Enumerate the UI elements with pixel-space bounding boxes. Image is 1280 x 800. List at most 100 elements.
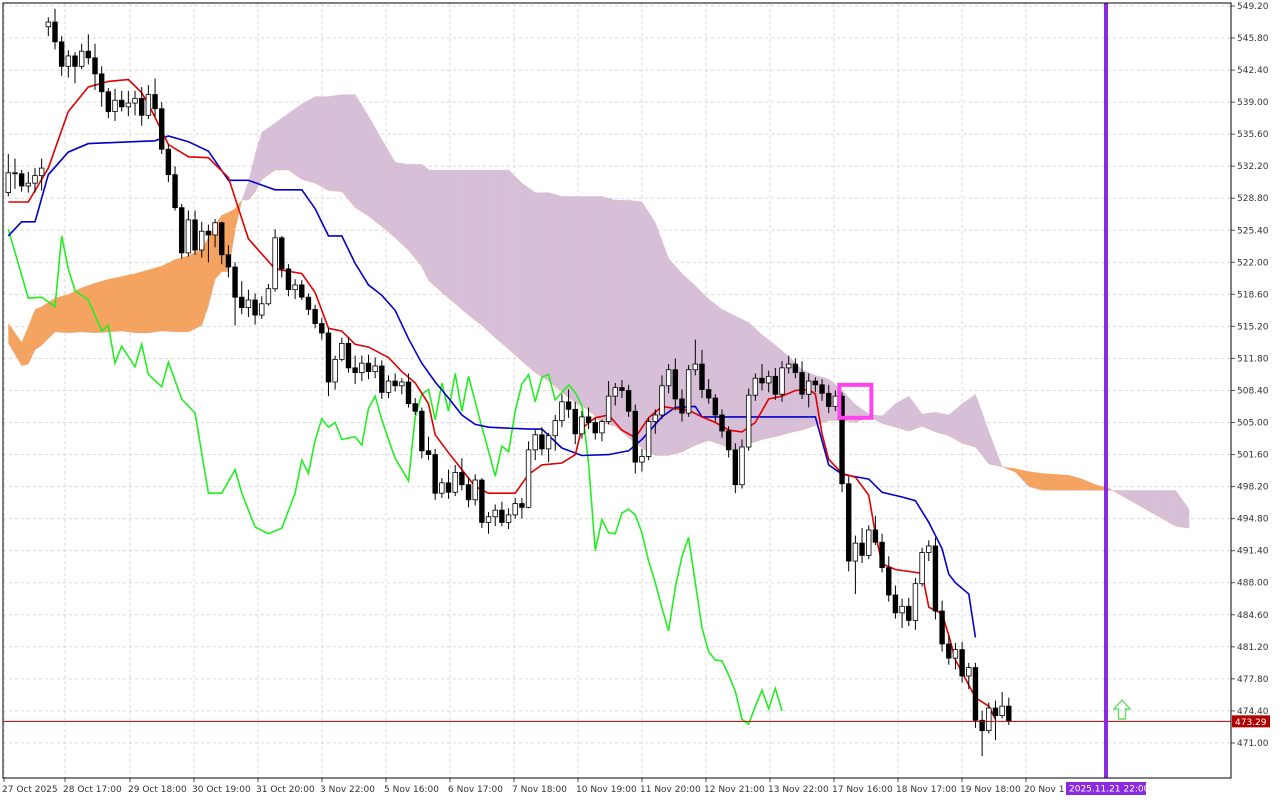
candle [165,144,172,183]
kumo-segment [478,169,483,326]
candle [138,87,145,126]
kumo-segment [588,196,593,414]
candle-body [279,237,285,270]
candle [679,389,685,422]
kumo-segment [628,200,633,441]
kumo-segment [78,287,83,333]
candle [465,477,472,508]
candle [512,497,518,519]
kumo-segment [665,249,670,456]
kumo-segment [248,167,253,201]
candle-body [165,148,172,176]
kumo-segment [1138,490,1143,508]
kumo-segment [962,401,966,445]
kumo-segment [1042,473,1046,491]
candle [986,702,992,734]
candle-body [639,456,645,463]
kumo-segment [631,200,636,443]
candle-body [172,174,178,209]
candle [379,360,385,399]
candle-body [806,380,812,395]
candle [699,349,705,399]
candle-body [492,509,498,518]
kumo-segment [201,243,206,326]
kumo-segment [118,276,123,332]
kumo-segment [1128,490,1133,502]
kumo-segment [198,249,203,328]
kumo-segment [768,340,773,439]
kumo-segment [328,95,333,191]
candle-body [18,173,25,187]
candle-body [339,342,345,360]
candle [559,394,565,428]
candle-body [132,97,138,104]
candle [612,382,618,406]
kumo-segment [428,169,433,284]
candle [719,409,725,438]
kumo-segment [581,196,586,409]
candle-body [445,482,452,493]
candle-body [986,707,992,732]
kumo-segment [575,196,579,405]
x-tick-label: 29 Oct 18:00 [128,785,187,795]
kumo-segment [278,118,283,170]
kumo-segment [1058,474,1063,491]
candle [672,358,678,411]
kumo-segment [928,412,933,431]
kumo-segment [335,95,339,192]
kumo-segment [551,193,556,387]
kumo-segment [578,196,583,407]
y-tick-label: 498.20 [1237,483,1269,493]
candle-body [992,707,999,716]
candle-body [352,367,358,373]
candle [599,419,605,442]
kumo-segment [161,264,166,332]
kumo-segment [651,217,656,456]
candle-body [138,97,145,116]
kumo-segment [131,273,136,333]
candle [552,414,558,451]
candle-body [532,434,538,451]
candle-body [906,605,912,621]
candle-body [592,422,598,434]
candle-body [559,401,565,422]
candle [579,411,585,439]
candle [685,365,692,417]
kumo-segment [1185,504,1190,529]
kumo-segment [44,302,49,342]
kumo-segment [54,297,59,333]
candle-body [245,299,252,308]
candle [892,585,899,619]
candle [959,642,965,683]
candle-body [285,268,292,291]
up-arrow-icon [1112,698,1132,720]
kumo-segment [288,111,293,173]
kumo-segment [1048,473,1053,491]
candlesticks [5,8,1012,757]
kumo-segment [621,200,626,435]
kumo-segment [658,231,663,456]
kumo-segment [305,100,309,182]
y-tick-label: 515.20 [1237,322,1269,332]
kumo-segment [64,294,69,333]
kumo-segment [1035,472,1040,490]
candle-body [239,296,245,308]
candle [926,540,932,562]
kumo-segment [515,176,519,359]
candle-body [192,219,198,251]
kumo-segment [601,196,606,424]
candle-body [979,719,985,732]
kumo-segment [618,200,623,432]
candle [505,508,512,530]
kumo-segment [465,169,469,316]
x-tick-label: 18 Nov 17:00 [896,785,957,795]
candle [285,264,292,297]
kumo-segment [88,284,93,333]
candle [412,398,418,415]
kumo-segment [1182,499,1186,528]
candle-body [479,479,485,523]
candle-body [225,254,232,268]
kumo-segment [742,319,746,448]
kumo-segment [708,299,713,442]
